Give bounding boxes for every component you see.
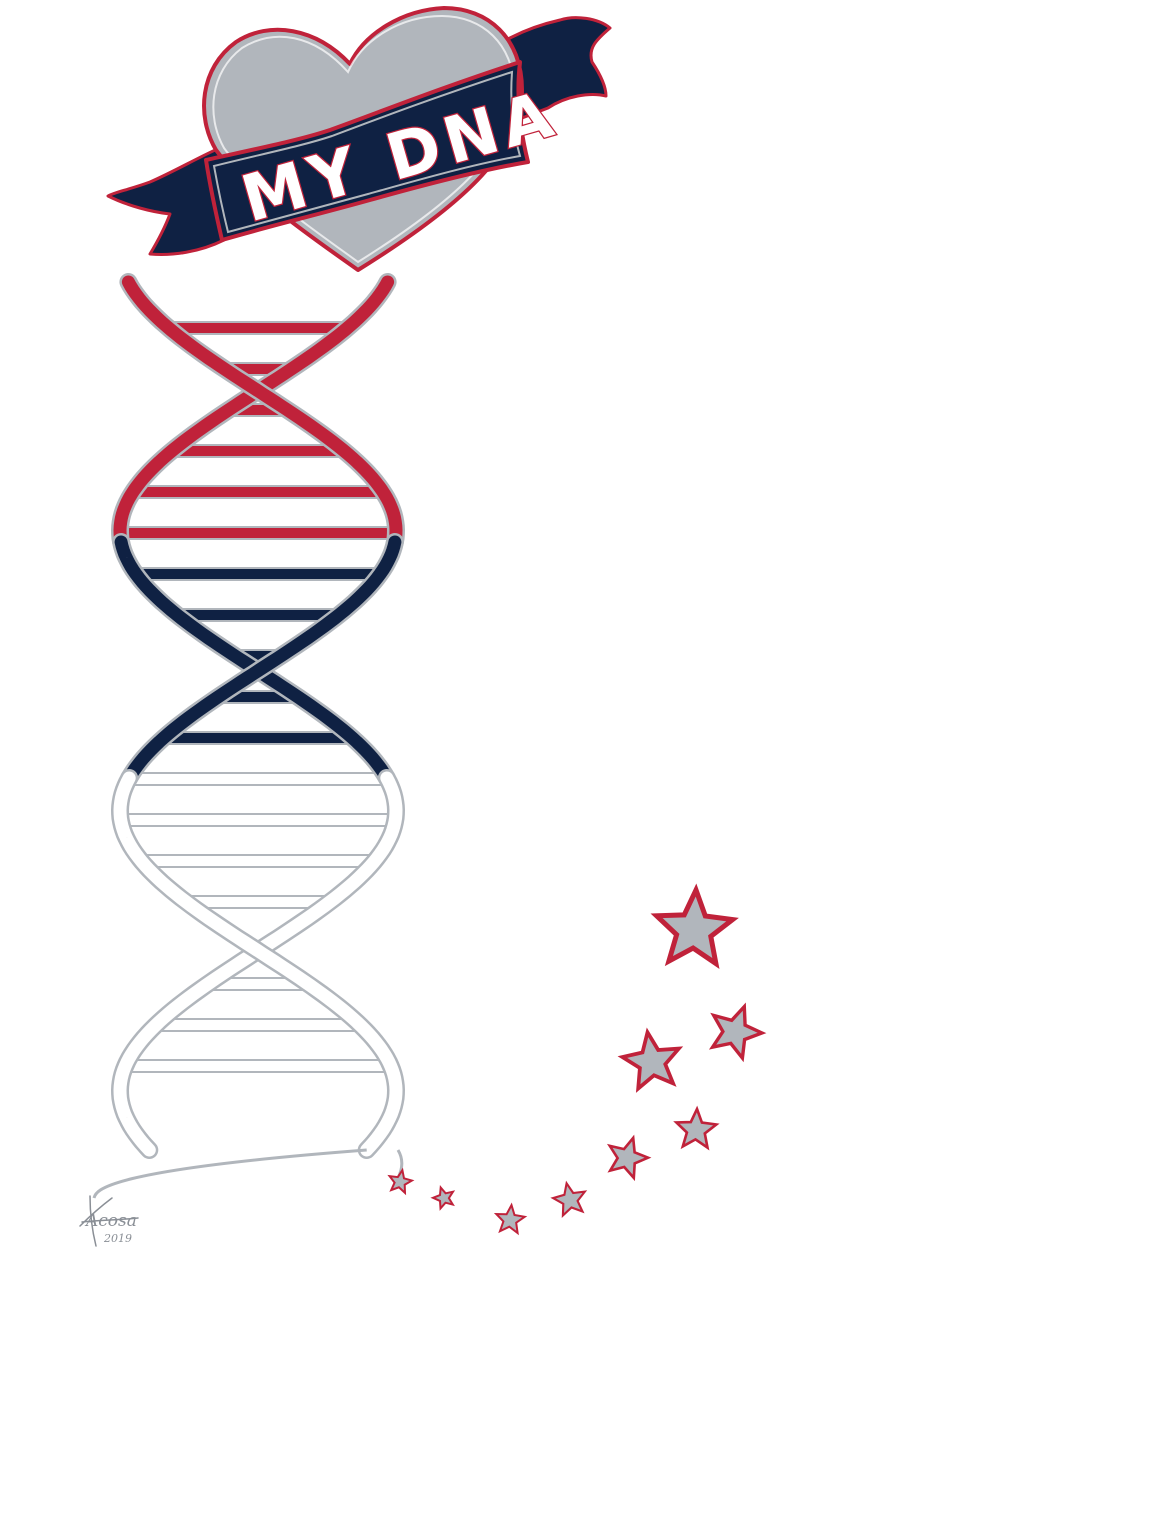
- helix-rungs: [113, 321, 403, 1073]
- helix-strand-b: [122, 535, 402, 785]
- star-icon: [708, 1002, 767, 1063]
- star-icon: [650, 883, 739, 969]
- helix-strand-b: [113, 771, 403, 1157]
- signature-year: 2019: [103, 1232, 132, 1245]
- helix-strands: [92, 273, 405, 1199]
- helix-strand-a: [113, 771, 403, 1157]
- signature-name: Acosa: [84, 1211, 137, 1231]
- helix-strand-a-outline: [111, 769, 405, 1159]
- artist-signature: Acosa 2019: [79, 1195, 139, 1247]
- helix-strand-b-outline: [111, 769, 405, 1159]
- dna-helix: [92, 273, 405, 1199]
- star-icon: [606, 1134, 652, 1182]
- star-icon: [673, 1105, 720, 1151]
- helix-strand-a: [113, 275, 395, 549]
- star-icon: [550, 1180, 588, 1219]
- star-icon: [617, 1027, 684, 1093]
- stars-trail: [387, 883, 767, 1236]
- star-icon: [430, 1185, 456, 1211]
- ribbon-banner: [204, 60, 530, 242]
- star-icon: [493, 1202, 528, 1236]
- heart-emblem: MY DNA: [106, 6, 612, 272]
- helix-strand-b: [121, 275, 403, 549]
- helix-strand-a: [114, 535, 394, 785]
- star-icon: [387, 1167, 415, 1196]
- helix-tail: [92, 1148, 367, 1199]
